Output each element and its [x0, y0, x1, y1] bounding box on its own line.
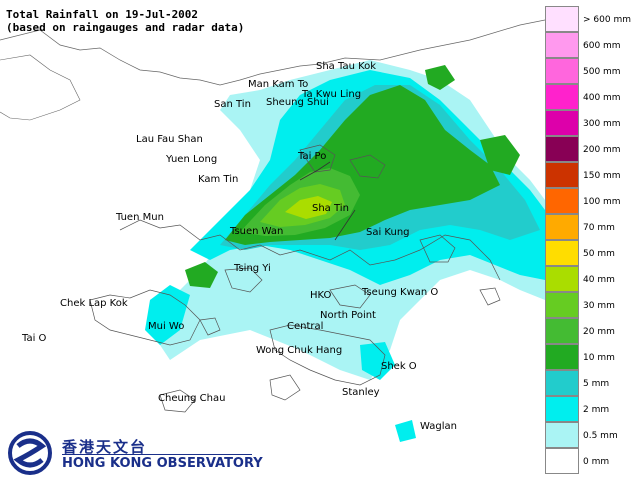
place-lau-fau-shan: Lau Fau Shan	[136, 134, 203, 145]
legend-swatch	[545, 214, 579, 240]
place-north-point: North Point	[320, 310, 376, 321]
legend-label: 5 mm	[583, 379, 610, 389]
logo-english-text: HONG KONG OBSERVATORY	[62, 456, 263, 471]
place-shek-o: Shek O	[381, 361, 417, 372]
legend-swatch	[545, 448, 579, 474]
mainland-coastline	[0, 19, 546, 86]
legend-swatch	[545, 318, 579, 344]
legend-swatch	[545, 110, 579, 136]
legend-swatch	[545, 58, 579, 84]
legend-swatch	[545, 188, 579, 214]
rain-0mm-nw-area	[55, 115, 210, 250]
place-tsuen-wan: Tsuen Wan	[230, 226, 284, 237]
legend-label: 400 mm	[583, 93, 621, 103]
place-hko: HKO	[310, 290, 332, 301]
legend-swatch	[545, 266, 579, 292]
legend-label: 40 mm	[583, 275, 615, 285]
place-cheung-chau: Cheung Chau	[158, 393, 226, 404]
legend-label: 500 mm	[583, 67, 621, 77]
title-line-2: (based on raingauges and radar data)	[6, 21, 245, 34]
place-waglan: Waglan	[420, 421, 457, 432]
map-title: Total Rainfall on 19-Jul-2002 (based on …	[6, 8, 244, 34]
legend-label: 0 mm	[583, 457, 610, 467]
logo-chinese-text: 香港天文台	[62, 438, 148, 456]
place-tai-o: Tai O	[22, 333, 47, 344]
place-mui-wo: Mui Wo	[148, 321, 185, 332]
place-tsing-yi: Tsing Yi	[234, 263, 271, 274]
place-stanley: Stanley	[342, 387, 380, 398]
legend-label: 2 mm	[583, 405, 610, 415]
place-kam-tin: Kam Tin	[198, 174, 239, 185]
legend-label: 150 mm	[583, 171, 621, 181]
title-line-1: Total Rainfall on 19-Jul-2002	[6, 8, 199, 21]
legend-label: 100 mm	[583, 197, 621, 207]
legend-label: 600 mm	[583, 41, 621, 51]
place-tai-po: Tai Po	[298, 151, 327, 162]
coastlines	[89, 144, 501, 413]
rain-10mm-patch-ne	[425, 65, 455, 90]
place-tseung-kwan-o: Tseung Kwan O	[362, 287, 439, 298]
legend-label: 200 mm	[583, 145, 621, 155]
legend-swatch	[545, 84, 579, 110]
logo-divider	[62, 454, 252, 455]
rain-2mm-hk-island	[360, 342, 395, 380]
legend-label: 300 mm	[583, 119, 621, 129]
legend-label: 70 mm	[583, 223, 615, 233]
rain-2mm-waglan	[395, 420, 416, 442]
rain-10mm-patch-east	[480, 135, 520, 175]
rain-40mm-area	[285, 196, 332, 219]
legend-swatch	[545, 136, 579, 162]
place-ta-kwu-ling: Ta Kwu Ling	[302, 89, 362, 100]
place-chek-lap-kok: Chek Lap Kok	[60, 298, 128, 309]
legend-label: 0.5 mm	[583, 431, 618, 441]
legend-swatch	[545, 422, 579, 448]
legend-swatch	[545, 370, 579, 396]
place-central: Central	[287, 321, 324, 332]
legend-swatch	[545, 6, 579, 32]
legend-swatch	[545, 344, 579, 370]
place-yuen-long: Yuen Long	[166, 154, 218, 165]
legend-label: > 600 mm	[583, 15, 631, 25]
place-san-tin: San Tin	[214, 99, 251, 110]
hko-logo-icon	[8, 431, 52, 475]
mainland-west	[0, 54, 81, 121]
place-man-kam-to: Man Kam To	[248, 79, 309, 90]
legend-label: 10 mm	[583, 353, 615, 363]
legend-label: 50 mm	[583, 249, 615, 259]
legend-swatch	[545, 32, 579, 58]
legend-label: 30 mm	[583, 301, 615, 311]
rain-10mm-patch-lantau	[185, 262, 218, 288]
river-line	[334, 209, 356, 241]
place-sai-kung: Sai Kung	[366, 227, 410, 238]
legend-swatch	[545, 292, 579, 318]
place-sheung-shui: Sheung Shui	[266, 97, 329, 108]
legend-swatch	[545, 162, 579, 188]
place-sha-tau-kok: Sha Tau Kok	[316, 61, 377, 72]
place-wong-chuk-hang: Wong Chuk Hang	[256, 345, 343, 356]
tolo-harbour-line	[299, 161, 331, 181]
legend-swatch	[545, 240, 579, 266]
place-tuen-mun: Tuen Mun	[116, 212, 164, 223]
legend-swatch	[545, 396, 579, 422]
rain-2mm-lantau	[145, 285, 190, 345]
place-sha-tin: Sha Tin	[312, 203, 349, 214]
legend-label: 20 mm	[583, 327, 615, 337]
